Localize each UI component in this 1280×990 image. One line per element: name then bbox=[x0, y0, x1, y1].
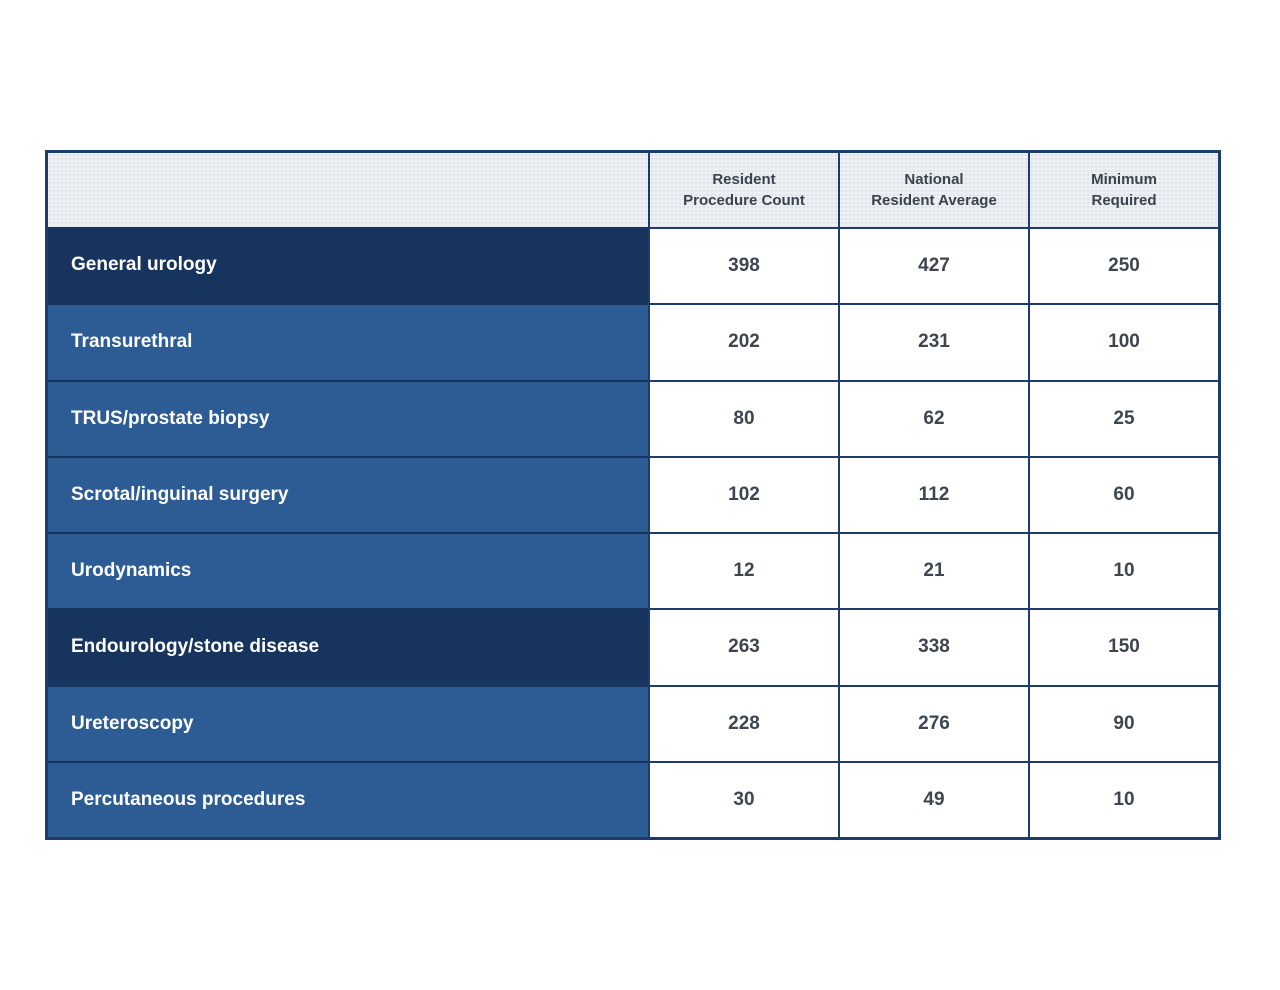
value-cell: 112 bbox=[838, 455, 1028, 532]
column-header-line: Resident bbox=[712, 171, 776, 188]
value-cell: 100 bbox=[1028, 303, 1218, 380]
value-cell: 21 bbox=[838, 532, 1028, 609]
row-label: TRUS/prostate biopsy bbox=[48, 379, 648, 456]
column-header-minimum-required: Minimum Required bbox=[1028, 153, 1218, 227]
value-cell: 202 bbox=[648, 303, 838, 380]
row-label: Ureteroscopy bbox=[48, 684, 648, 761]
value-cell: 10 bbox=[1028, 532, 1218, 609]
value-cell: 49 bbox=[838, 760, 1028, 837]
row-label: Urodynamics bbox=[48, 532, 648, 609]
value-cell: 60 bbox=[1028, 455, 1218, 532]
procedure-count-table: Resident Procedure Count National Reside… bbox=[45, 150, 1221, 840]
value-cell: 62 bbox=[838, 379, 1028, 456]
value-cell: 228 bbox=[648, 684, 838, 761]
row-label: Endourology/stone disease bbox=[48, 608, 648, 685]
row-label: Scrotal/inguinal surgery bbox=[48, 455, 648, 532]
value-cell: 150 bbox=[1028, 608, 1218, 685]
column-header-line: Resident Average bbox=[871, 192, 997, 209]
column-header-national-resident-average: National Resident Average bbox=[838, 153, 1028, 227]
column-header-line: Required bbox=[1091, 192, 1157, 209]
value-cell: 427 bbox=[838, 227, 1028, 304]
value-cell: 263 bbox=[648, 608, 838, 685]
corner-header-cell bbox=[48, 153, 648, 227]
value-cell: 276 bbox=[838, 684, 1028, 761]
column-header-line: Minimum bbox=[1091, 171, 1157, 188]
column-header-line: Procedure Count bbox=[683, 192, 805, 209]
value-cell: 25 bbox=[1028, 379, 1218, 456]
value-cell: 90 bbox=[1028, 684, 1218, 761]
value-cell: 30 bbox=[648, 760, 838, 837]
value-cell: 250 bbox=[1028, 227, 1218, 304]
value-cell: 80 bbox=[648, 379, 838, 456]
value-cell: 338 bbox=[838, 608, 1028, 685]
column-header-resident-procedure-count: Resident Procedure Count bbox=[648, 153, 838, 227]
value-cell: 10 bbox=[1028, 760, 1218, 837]
column-header-line: National bbox=[904, 171, 964, 188]
value-cell: 102 bbox=[648, 455, 838, 532]
row-label: Transurethral bbox=[48, 303, 648, 380]
value-cell: 231 bbox=[838, 303, 1028, 380]
row-label: General urology bbox=[48, 227, 648, 304]
value-cell: 12 bbox=[648, 532, 838, 609]
row-label: Percutaneous procedures bbox=[48, 760, 648, 837]
value-cell: 398 bbox=[648, 227, 838, 304]
